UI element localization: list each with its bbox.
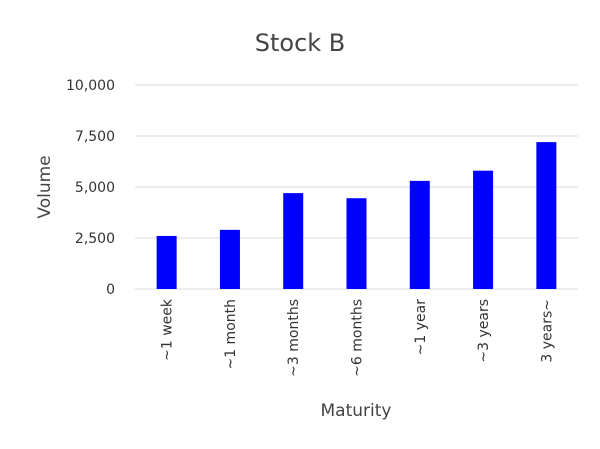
bar — [536, 142, 556, 289]
y-tick-label: 2,500 — [75, 231, 115, 247]
y-tick-label: 5,000 — [75, 180, 115, 196]
y-tick-label: 10,000 — [66, 78, 115, 94]
y-tick-label: 7,500 — [75, 129, 115, 145]
x-tick-label: ~6 months — [350, 299, 366, 377]
y-axis-title: Volume — [35, 155, 55, 218]
x-tick-label: ~1 year — [413, 299, 429, 356]
bar — [410, 181, 430, 289]
y-axis-ticks: 0 2,500 5,000 7,500 10,000 — [66, 78, 115, 298]
x-tick-label: ~3 months — [286, 299, 302, 377]
x-axis-title: Maturity — [321, 401, 392, 421]
x-tick-label: ~3 years — [476, 299, 492, 363]
x-tick-label: 3 years~ — [539, 299, 555, 363]
x-axis-ticks: ~1 week ~1 month ~3 months ~6 months ~1 year… — [160, 298, 556, 377]
x-tick-label: ~1 month — [223, 299, 239, 370]
y-tick-label: 0 — [106, 282, 115, 298]
bar — [473, 171, 493, 289]
x-tick-label: ~1 week — [160, 298, 176, 361]
bar — [283, 193, 303, 289]
bar — [220, 230, 240, 289]
bars — [157, 142, 557, 289]
chart-title: Stock B — [255, 29, 346, 57]
bar — [347, 198, 367, 289]
bar — [157, 236, 177, 289]
